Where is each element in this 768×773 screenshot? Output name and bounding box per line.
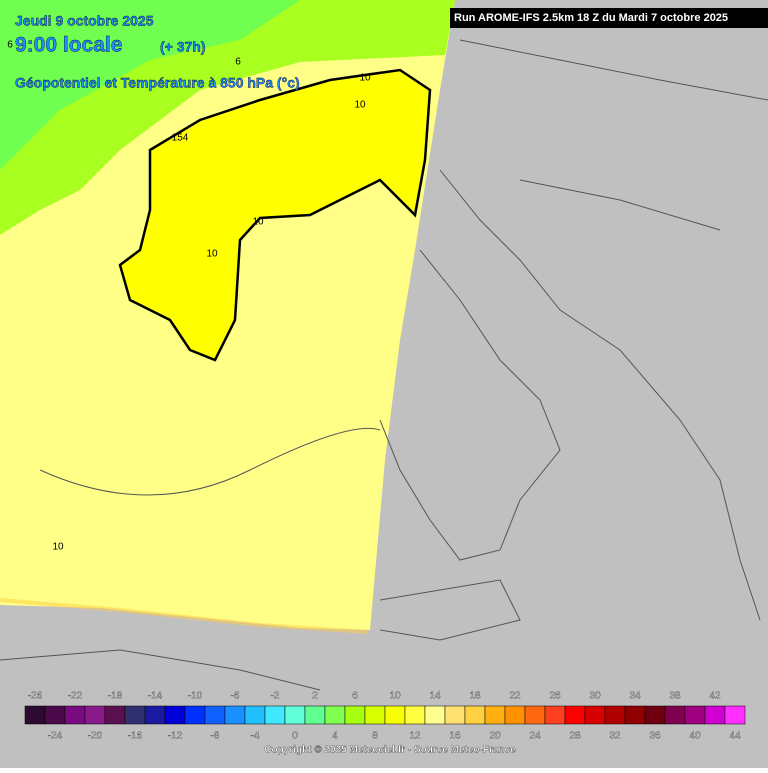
contour-10: [118, 68, 432, 362]
legend-tick-label: 14: [429, 691, 441, 702]
legend-swatch: [424, 705, 446, 725]
legend-swatch: [344, 705, 366, 725]
copyright: Copyright © 2025 Meteociel.fr - Source M…: [264, 745, 516, 756]
lead-time: (+ 37h): [160, 39, 206, 55]
legend-swatch: [704, 705, 726, 725]
contour-label: 10: [252, 217, 264, 228]
legend-tick-label: -8: [211, 731, 220, 742]
contour-label: 154: [172, 133, 189, 144]
contour-label: 10: [52, 542, 64, 553]
legend-swatch: [104, 705, 126, 725]
legend-tick-label: 20: [489, 731, 501, 742]
legend-tick-label: 22: [509, 691, 521, 702]
run-box: [450, 8, 768, 28]
legend-tick-label: 6: [352, 691, 358, 702]
legend-tick-label: -2: [271, 691, 280, 702]
legend-tick-label: 16: [449, 731, 461, 742]
legend-swatch: [444, 705, 466, 725]
contour-label: 10: [359, 73, 371, 84]
legend-swatch: [84, 705, 106, 725]
legend-tick-label: 4: [332, 731, 338, 742]
warm-edge: [0, 598, 369, 634]
legend-swatch: [144, 705, 166, 725]
legend-swatch: [604, 705, 626, 725]
legend-tick-label: 28: [569, 731, 581, 742]
legend-swatch: [384, 705, 406, 725]
date: Jeudi 9 octobre 2025: [15, 13, 154, 29]
legend-tick-label: 18: [469, 691, 481, 702]
legend-tick-label: 8: [372, 731, 378, 742]
legend-tick-label: 44: [729, 731, 741, 742]
coastlines: [0, 39, 768, 691]
legend-swatch: [684, 705, 706, 725]
legend-tick-label: -24: [48, 731, 63, 742]
legend-tick-label: -12: [168, 731, 183, 742]
legend-swatch: [624, 705, 646, 725]
legend-swatch: [284, 705, 306, 725]
legend-tick-label: -4: [251, 731, 260, 742]
legend-swatch: [584, 705, 606, 725]
legend-tick-label: 36: [649, 731, 661, 742]
legend-tick-label: 38: [669, 691, 681, 702]
legend-tick-label: -14: [148, 691, 163, 702]
legend-tick-label: 32: [609, 731, 621, 742]
legend-tick-label: -18: [108, 691, 123, 702]
legend-tick-label: -20: [88, 731, 103, 742]
legend-swatch: [44, 705, 66, 725]
legend-swatch: [304, 705, 326, 725]
legend-swatch: [244, 705, 266, 725]
field: Géopotentiel et Température à 850 hPa (°…: [15, 75, 300, 91]
legend-swatch: [224, 705, 246, 725]
time: 9:00 locale: [15, 34, 122, 57]
legend-tick-label: -26: [28, 691, 43, 702]
legend-swatch: [524, 705, 546, 725]
legend-tick-label: 34: [629, 691, 641, 702]
legend-tick-label: 42: [709, 691, 721, 702]
legend-swatch: [464, 705, 486, 725]
contour-label: 10: [206, 249, 218, 260]
legend-tick-label: 30: [589, 691, 601, 702]
legend-swatch: [164, 705, 186, 725]
legend-tick-label: -10: [188, 691, 203, 702]
contour-label: 10: [354, 100, 366, 111]
legend-swatch: [644, 705, 666, 725]
legend-tick-label: 24: [529, 731, 541, 742]
legend-tick-label: -6: [231, 691, 240, 702]
legend-swatch: [504, 705, 526, 725]
legend-swatch: [544, 705, 566, 725]
legend-swatch: [204, 705, 226, 725]
legend-tick-label: 10: [389, 691, 401, 702]
legend-swatch: [724, 705, 746, 725]
legend-swatch: [184, 705, 206, 725]
legend-tick-label: 0: [292, 731, 298, 742]
contour-label: 6: [7, 40, 13, 51]
legend-swatch: [64, 705, 86, 725]
cold-area: [0, 0, 300, 170]
legend-tick-label: -22: [68, 691, 83, 702]
legend-swatch: [364, 705, 386, 725]
legend-tick-label: 40: [689, 731, 701, 742]
legend-swatch: [324, 705, 346, 725]
run-info: Run AROME-IFS 2.5km 18 Z du Mardi 7 octo…: [454, 12, 728, 24]
legend-swatch: [404, 705, 426, 725]
legend-swatch: [124, 705, 146, 725]
legend-swatch: [564, 705, 586, 725]
legend-swatch: [664, 705, 686, 725]
legend-swatch: [484, 705, 506, 725]
legend-swatch: [24, 705, 46, 725]
legend-tick-label: 12: [409, 731, 421, 742]
legend-tick-label: 26: [549, 691, 561, 702]
legend-tick-label: -16: [128, 731, 143, 742]
legend-swatch: [264, 705, 286, 725]
contour-label: 6: [235, 57, 241, 68]
legend-tick-label: 2: [312, 691, 318, 702]
